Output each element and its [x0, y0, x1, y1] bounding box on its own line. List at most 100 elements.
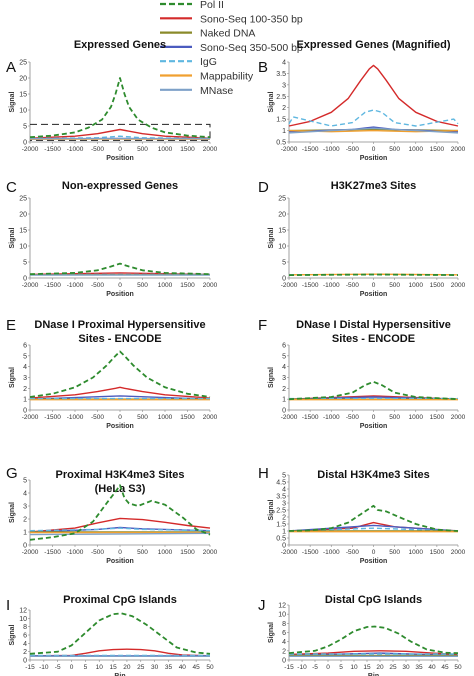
y-tick-label: 5	[282, 473, 286, 480]
x-tick-label: -1500	[302, 146, 319, 153]
x-tick-label: -500	[91, 414, 104, 421]
x-tick-label: -10	[39, 664, 49, 671]
y-tick-label: 2	[23, 649, 27, 656]
y-tick-label: 0	[23, 140, 27, 147]
x-tick-label: 40	[428, 664, 436, 671]
x-tick-label: -5	[312, 664, 318, 671]
y-tick-label: 3	[23, 504, 27, 511]
legend-label: Pol II	[200, 0, 224, 11]
x-tick-label: 15	[109, 664, 117, 671]
series-line-polii	[288, 380, 459, 401]
chart-panel-b: B Expressed Genes (Magnified) 0.5 1 1.5 2 2.5 3…	[258, 39, 466, 162]
series-line-igg	[288, 109, 459, 127]
series-line-polii	[288, 625, 459, 654]
y-tick-label: 2	[282, 648, 286, 655]
chart-title: H3K27me3 Sites	[331, 180, 417, 192]
y-tick-label: 8	[23, 624, 27, 631]
chart-title: Sites - ENCODE	[332, 333, 415, 345]
chart-title: (HeLa S3)	[95, 483, 146, 495]
series-line-polii	[29, 612, 211, 655]
x-tick-label: 0	[326, 664, 330, 671]
x-axis-label: Bin	[368, 673, 379, 676]
y-tick-label: 2	[23, 517, 27, 524]
y-tick-label: 1	[282, 128, 286, 135]
y-tick-label: 15	[19, 228, 27, 235]
x-tick-label: 500	[389, 414, 400, 421]
y-tick-label: 8	[282, 621, 286, 628]
y-tick-label: 5	[23, 353, 27, 360]
x-tick-label: 1500	[430, 146, 445, 153]
chart-panel-d: D H3K27me3 Sites 0 5 10 15 20 25 -2000 -1500 -1000…	[258, 179, 466, 298]
y-axis-label: Signal	[9, 502, 16, 523]
x-tick-label: -2000	[22, 414, 39, 421]
chart-panel-c: C Non-expressed Genes 0 5 10 15 20 25 -2000 -1500…	[6, 179, 218, 298]
x-tick-label: 1500	[430, 549, 445, 556]
x-tick-label: 1000	[409, 414, 424, 421]
y-tick-label: 4	[282, 487, 286, 494]
legend-label: Mappability	[200, 71, 254, 83]
x-tick-label: 5	[84, 664, 88, 671]
x-tick-label: 0	[372, 282, 376, 289]
legend-label: IgG	[200, 56, 217, 68]
x-tick-label: 15	[363, 664, 371, 671]
chart-title: DNase I Distal Hypersensitive	[296, 319, 451, 331]
x-tick-label: -15	[284, 664, 294, 671]
x-tick-label: 50	[206, 664, 214, 671]
y-axis-label: Signal	[9, 227, 16, 248]
x-tick-label: 2000	[451, 414, 466, 421]
series-line-igg	[29, 135, 211, 140]
x-tick-label: -2000	[22, 282, 39, 289]
series-line-polii	[29, 77, 211, 139]
chart-title: Proximal H3K4me3 Sites	[55, 469, 184, 481]
x-axis-label: Position	[360, 291, 388, 298]
panel-letter: J	[258, 597, 266, 614]
x-tick-label: 500	[389, 146, 400, 153]
x-axis-label: Position	[360, 155, 388, 162]
chart-title: Non-expressed Genes	[62, 180, 178, 192]
series-line-polii	[29, 350, 211, 398]
series-line-polii	[29, 484, 211, 541]
x-tick-label: 2000	[451, 282, 466, 289]
x-tick-label: 1000	[158, 146, 173, 153]
y-tick-label: 2	[23, 386, 27, 393]
x-tick-label: 30	[151, 664, 159, 671]
x-tick-label: -1000	[67, 549, 84, 556]
x-tick-label: 30	[402, 664, 410, 671]
x-tick-label: -1500	[302, 414, 319, 421]
y-tick-label: 2	[282, 105, 286, 112]
x-tick-label: 1500	[180, 414, 195, 421]
x-tick-label: 500	[137, 146, 148, 153]
x-tick-label: 2000	[203, 146, 218, 153]
chart-title: Distal H3K4me3 Sites	[317, 469, 430, 481]
y-tick-label: 3	[282, 375, 286, 382]
y-tick-label: 1	[282, 529, 286, 536]
x-tick-label: -1000	[323, 146, 340, 153]
y-tick-label: 0	[23, 543, 27, 550]
x-tick-label: 1000	[409, 146, 424, 153]
x-tick-label: 0	[118, 282, 122, 289]
series-line-mnase	[288, 127, 459, 134]
series-line-sono1	[288, 64, 459, 127]
x-tick-label: 2000	[203, 282, 218, 289]
y-axis-label: Signal	[9, 367, 16, 388]
x-tick-label: 1500	[430, 414, 445, 421]
x-tick-label: 45	[441, 664, 449, 671]
series-line-polii	[29, 262, 211, 276]
y-tick-label: 25	[278, 196, 286, 203]
y-tick-label: 1.5	[276, 522, 286, 529]
x-tick-label: 25	[389, 664, 397, 671]
series-line-sono1	[29, 648, 211, 657]
y-tick-label: 10	[278, 244, 286, 251]
series-line-mnase	[29, 532, 211, 536]
y-tick-label: 10	[278, 612, 286, 619]
series-line-sono1	[288, 650, 459, 656]
panel-letter: A	[6, 59, 16, 76]
panel-letter: G	[6, 465, 18, 482]
panel-letter: C	[6, 179, 17, 196]
x-tick-label: 35	[165, 664, 173, 671]
x-tick-label: -500	[91, 282, 104, 289]
x-tick-label: -2000	[281, 146, 298, 153]
y-tick-label: 6	[282, 630, 286, 637]
x-tick-label: 1500	[180, 146, 195, 153]
